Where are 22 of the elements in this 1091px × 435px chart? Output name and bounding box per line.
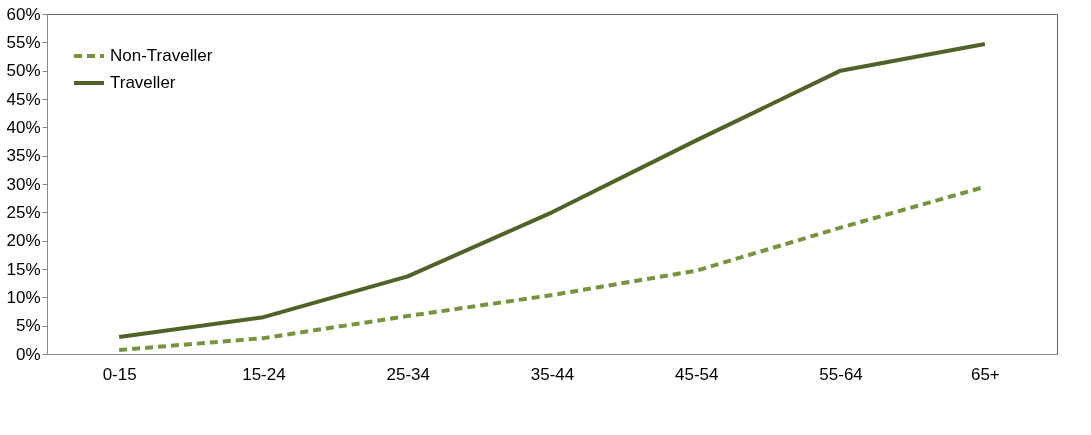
y-tick-label: 55%	[6, 32, 41, 52]
y-tick-label: 30%	[6, 174, 41, 194]
y-tick-label: 5%	[15, 316, 41, 336]
y-tick-label: 40%	[6, 117, 41, 137]
legend-label: Traveller	[110, 73, 176, 92]
y-tick-label: 35%	[6, 146, 41, 166]
y-tick-label: 10%	[6, 287, 41, 307]
legend-label: Non-Traveller	[110, 46, 213, 65]
y-tick-label: 0%	[15, 344, 41, 364]
y-tick-label: 45%	[6, 89, 41, 109]
y-tick-label: 20%	[6, 231, 41, 251]
x-tick-label: 65+	[970, 364, 1000, 384]
x-tick-label: 55-64	[819, 364, 863, 384]
x-tick-label: 25-34	[386, 364, 430, 384]
x-tick-label: 35-44	[530, 364, 575, 384]
y-tick-label: 60%	[6, 4, 41, 24]
x-tick-label: 45-54	[675, 364, 719, 384]
y-tick-label: 15%	[6, 259, 41, 279]
x-tick-label: 0-15	[102, 364, 137, 384]
y-tick-label: 50%	[6, 61, 41, 81]
y-tick-label: 25%	[6, 202, 41, 222]
x-tick-label: 15-24	[242, 364, 286, 384]
